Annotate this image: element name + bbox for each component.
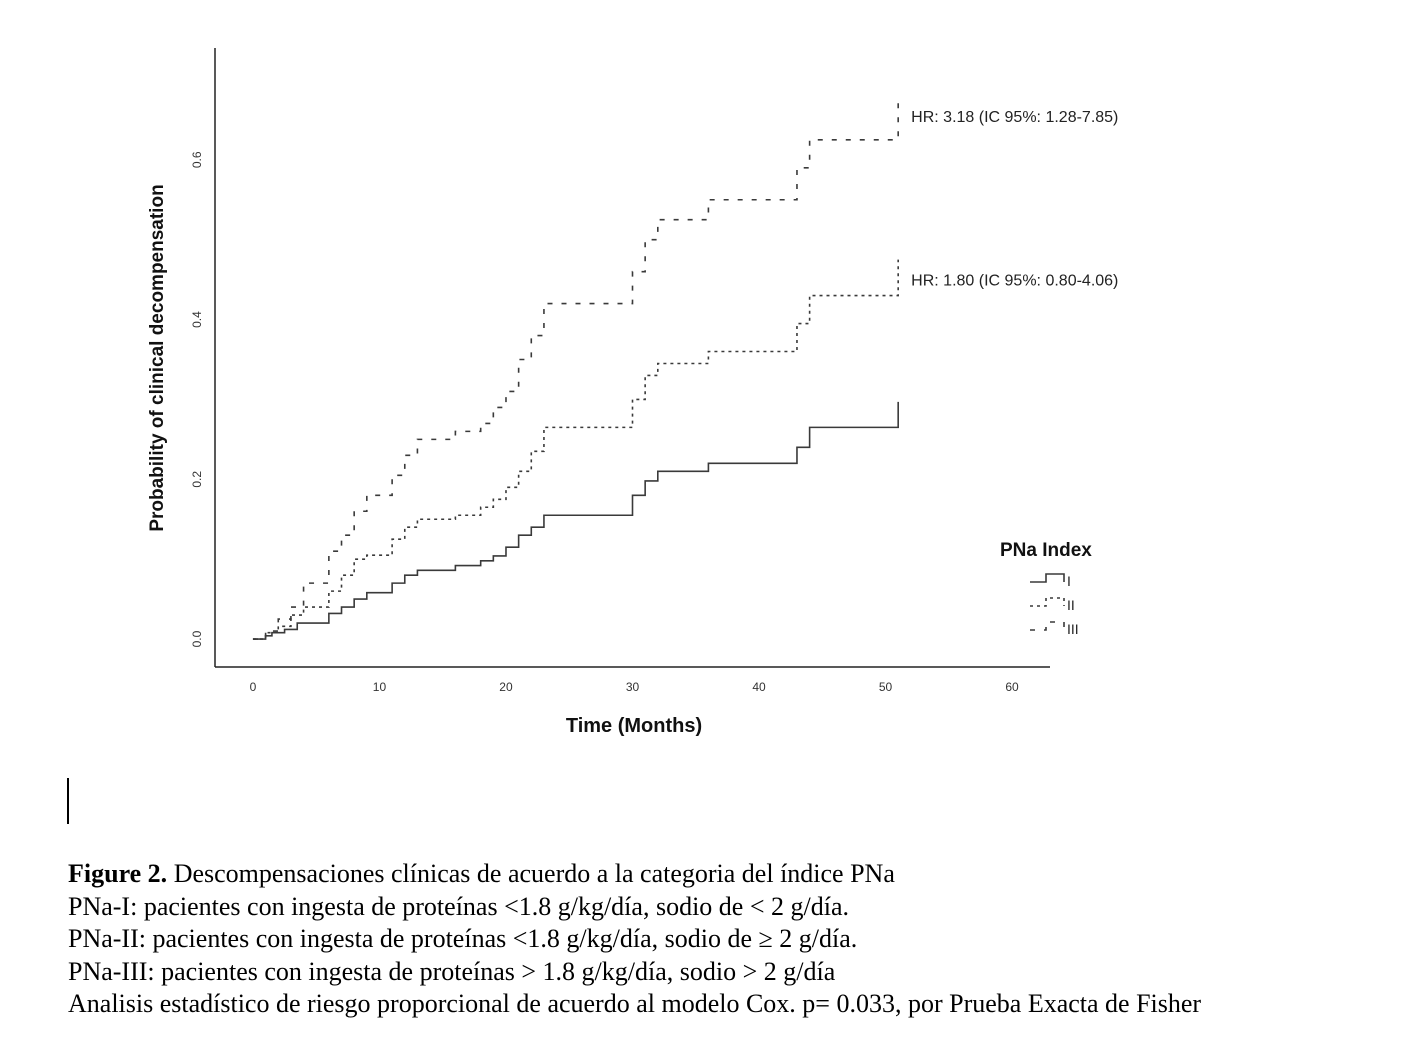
hr-annotation-1: HR: 3.18 (IC 95%: 1.28-7.85): [911, 109, 1118, 126]
x-tick-label: 0: [250, 680, 257, 694]
legend-key-ii: [1030, 597, 1065, 607]
caption-title-line: Figure 2. Descompensaciones clínicas de …: [68, 858, 1398, 891]
x-tick-label: 40: [752, 680, 766, 694]
x-tick-label: 50: [879, 680, 893, 694]
y-tick-label: 0.2: [190, 471, 204, 488]
caption-line-3: PNa-III: pacientes con ingesta de proteí…: [68, 956, 836, 986]
chart-axes: [214, 48, 1050, 668]
legend-key-i: [1030, 573, 1065, 583]
legend-label-iii: III: [1067, 621, 1079, 637]
x-tick-label: 60: [1005, 680, 1019, 694]
km-chart: 0 10 20 30 40 50 60 0.0 0.2 0.4 0.6 HR: 3.18 (IC 9…: [147, 48, 1118, 737]
legend-key-iii: [1030, 621, 1065, 631]
hr-annotation-2: HR: 1.80 (IC 95%: 0.80-4.06): [911, 273, 1118, 290]
text-cursor: [67, 778, 69, 824]
chart-ticks: 0 10 20 30 40 50 60 0.0 0.2 0.4 0.6: [190, 151, 1019, 694]
y-tick-label: 0.6: [190, 151, 204, 168]
legend-label-ii: II: [1067, 597, 1075, 613]
caption-line-1: PNa-I: pacientes con ingesta de proteína…: [68, 891, 849, 921]
y-tick-label: 0.4: [190, 311, 204, 328]
x-tick-label: 10: [373, 680, 387, 694]
series-line-ii: [252, 259, 899, 640]
legend-title: PNa Index: [1000, 540, 1092, 561]
series-line-i: [252, 401, 899, 640]
caption-title: Descompensaciones clínicas de acuerdo a …: [167, 859, 895, 888]
x-tick-label: 30: [626, 680, 640, 694]
caption-line-4: Analisis estadístico de riesgo proporcio…: [68, 989, 1202, 1018]
y-axis-title: Probability of clinical decompensation: [147, 184, 168, 531]
legend-label-i: I: [1067, 573, 1071, 589]
figure-caption: Figure 2. Descompensaciones clínicas de …: [68, 858, 1398, 1021]
caption-figure-label: Figure 2.: [68, 859, 168, 888]
caption-line-2: PNa-II: pacientes con ingesta de proteín…: [68, 924, 858, 953]
x-tick-label: 20: [499, 680, 513, 694]
x-axis-title: Time (Months): [566, 715, 702, 737]
chart-annotations: HR: 3.18 (IC 95%: 1.28-7.85) HR: 1.80 (IC…: [911, 109, 1118, 290]
chart-series: [252, 95, 899, 640]
series-line-iii: [252, 95, 899, 640]
y-tick-label: 0.0: [190, 630, 204, 647]
